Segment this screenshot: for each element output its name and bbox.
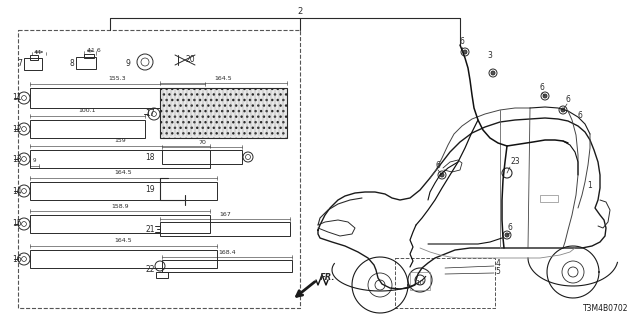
Text: 164.5: 164.5 xyxy=(115,171,132,175)
Text: 3: 3 xyxy=(488,51,492,60)
Bar xyxy=(395,258,495,308)
Text: 12: 12 xyxy=(13,125,22,134)
Text: 159: 159 xyxy=(114,139,126,143)
Bar xyxy=(162,150,242,164)
Text: T3M4B0702: T3M4B0702 xyxy=(582,304,628,313)
Bar xyxy=(30,55,38,60)
Text: 6: 6 xyxy=(540,84,545,92)
Text: 6: 6 xyxy=(577,110,582,119)
Text: 16: 16 xyxy=(12,255,22,265)
Circle shape xyxy=(463,50,467,54)
Circle shape xyxy=(505,233,509,237)
Text: 18: 18 xyxy=(145,153,155,162)
Text: 164.5: 164.5 xyxy=(115,238,132,244)
Text: 15: 15 xyxy=(12,220,22,228)
Text: 1: 1 xyxy=(588,180,593,189)
Text: 6: 6 xyxy=(436,161,440,170)
Bar xyxy=(30,215,210,233)
Text: 164.5: 164.5 xyxy=(214,76,232,81)
Text: 17: 17 xyxy=(145,109,155,118)
Text: 158.9: 158.9 xyxy=(111,204,129,209)
Text: 100.1: 100.1 xyxy=(79,108,96,114)
Text: 5: 5 xyxy=(495,268,500,276)
Text: 19: 19 xyxy=(145,186,155,195)
Text: 70: 70 xyxy=(198,140,206,145)
Text: 23: 23 xyxy=(510,157,520,166)
Text: 6: 6 xyxy=(508,223,513,233)
Bar xyxy=(18,30,300,308)
Text: 168.4: 168.4 xyxy=(218,250,236,254)
Bar xyxy=(156,272,168,278)
Bar xyxy=(76,57,96,69)
Circle shape xyxy=(543,94,547,98)
Bar xyxy=(30,182,217,200)
Text: 11: 11 xyxy=(13,93,22,102)
Bar xyxy=(30,120,145,138)
Text: FR.: FR. xyxy=(320,273,335,282)
Text: 7: 7 xyxy=(17,60,22,68)
Text: 10: 10 xyxy=(415,280,424,286)
Bar xyxy=(410,272,430,290)
Text: 6: 6 xyxy=(460,37,465,46)
Text: 2: 2 xyxy=(298,7,303,17)
Text: 9: 9 xyxy=(32,158,36,164)
Bar xyxy=(24,58,42,70)
Bar xyxy=(160,88,287,138)
Bar xyxy=(30,88,205,108)
Circle shape xyxy=(561,108,565,112)
Bar xyxy=(162,260,292,272)
Text: 41 6: 41 6 xyxy=(87,49,101,53)
Bar xyxy=(30,150,210,168)
Text: 4: 4 xyxy=(495,260,500,268)
Text: 8: 8 xyxy=(69,60,74,68)
Circle shape xyxy=(440,173,444,177)
Text: 13: 13 xyxy=(12,156,22,164)
Text: 20: 20 xyxy=(185,55,195,65)
Text: 9: 9 xyxy=(125,60,130,68)
Text: 155.3: 155.3 xyxy=(109,76,126,82)
Bar xyxy=(30,250,217,268)
Text: 44: 44 xyxy=(34,50,42,54)
Text: 22: 22 xyxy=(145,266,155,275)
Circle shape xyxy=(491,71,495,75)
Bar xyxy=(540,195,558,202)
Text: 167: 167 xyxy=(219,212,231,217)
Text: 6: 6 xyxy=(566,94,570,103)
Text: 14: 14 xyxy=(12,188,22,196)
Bar xyxy=(84,54,94,58)
Text: 21: 21 xyxy=(145,226,155,235)
Bar xyxy=(160,222,290,236)
